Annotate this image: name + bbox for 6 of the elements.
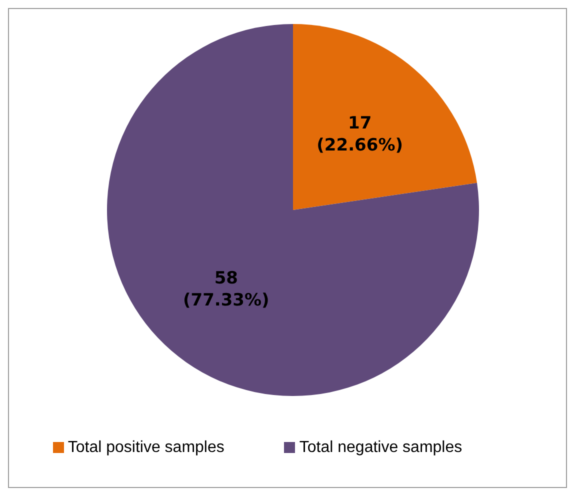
legend-label: Total negative samples bbox=[299, 439, 462, 456]
data-label: 58 (77.33%) bbox=[182, 268, 270, 310]
pie-slice bbox=[293, 24, 478, 210]
legend-label: Total positive samples bbox=[68, 439, 224, 456]
pie-slice bbox=[107, 24, 479, 396]
data-label: 17 (22.66%) bbox=[316, 114, 404, 156]
